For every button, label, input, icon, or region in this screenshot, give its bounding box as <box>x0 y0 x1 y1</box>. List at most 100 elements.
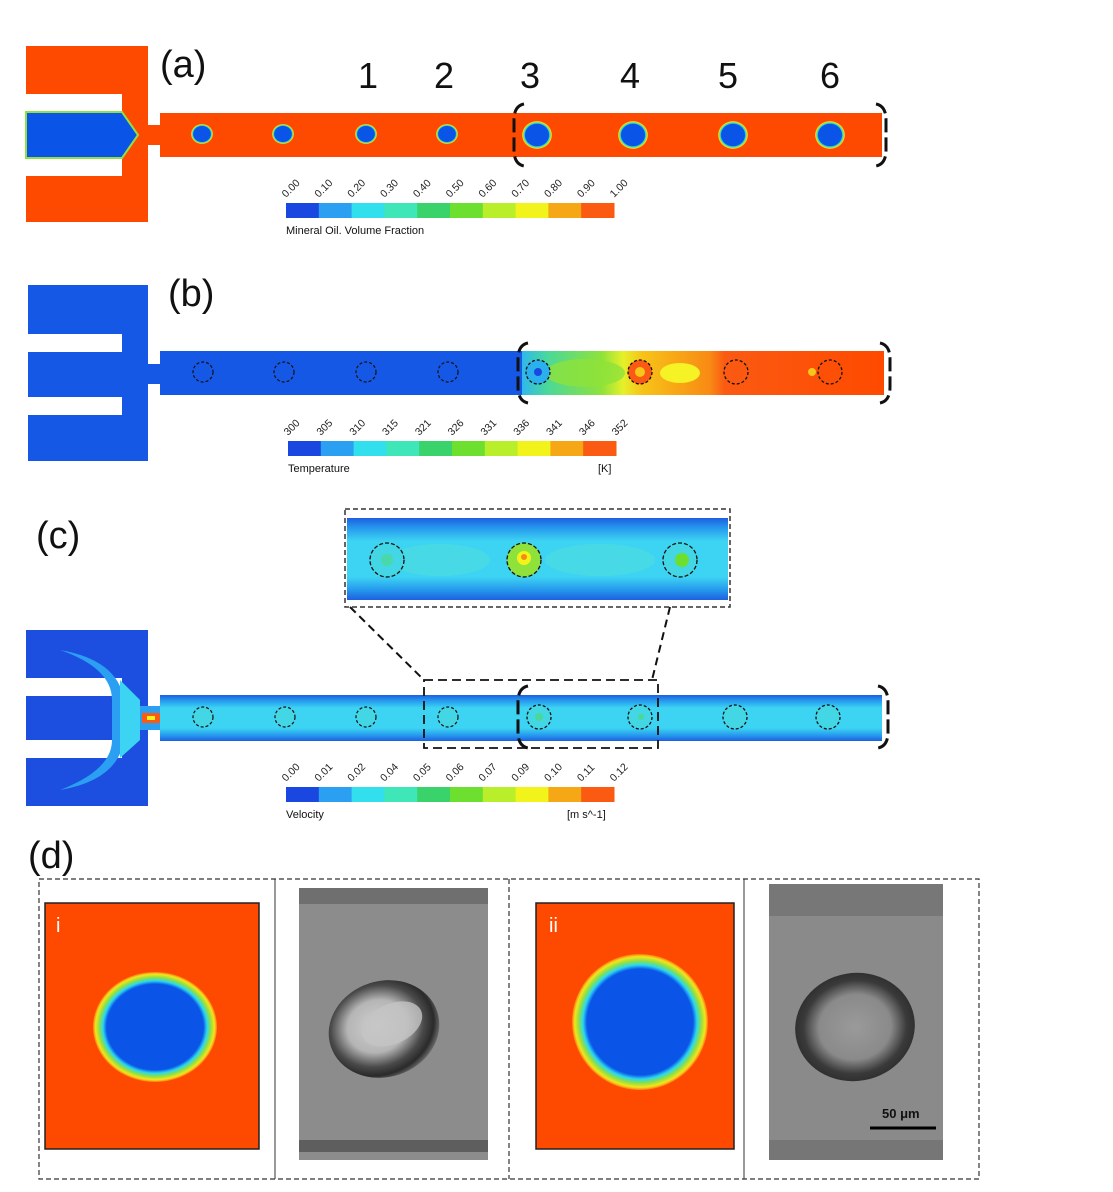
droplet-core <box>635 367 645 377</box>
colorbar-swatch <box>321 441 354 456</box>
colorbar-tick-label: 0.30 <box>378 177 401 200</box>
colorbar-tick-label: 0.05 <box>411 761 434 784</box>
panel-d-label: (d) <box>28 835 74 877</box>
colorbar-tick-label: 0.10 <box>312 177 335 200</box>
droplet <box>355 124 377 144</box>
colorbar-swatch <box>452 441 485 456</box>
colorbar-swatch <box>319 787 352 802</box>
colorbar-swatch <box>548 203 581 218</box>
panel-a: (a) 1 2 3 4 5 6 <box>26 44 886 237</box>
colorbar-c-title: Velocity <box>286 809 324 821</box>
colorbar-tick-label: 0.90 <box>575 177 598 200</box>
inlet-c <box>26 630 162 806</box>
colorbar-c: 0.00 0.01 0.02 0.04 0.05 0.06 0.07 0.09 0.10 0.11… <box>280 761 631 802</box>
sub-label-i: i <box>56 915 60 937</box>
colorbar-a-title: Mineral Oil. Volume Fraction <box>286 225 424 237</box>
colorbar-tick-label: 0.04 <box>378 761 401 784</box>
colorbar-swatch <box>548 787 581 802</box>
colorbar-tick-label: 0.00 <box>280 177 303 200</box>
colorbar-swatch <box>417 787 450 802</box>
colorbar-tick-label: 0.60 <box>476 177 499 200</box>
droplet-number-3: 3 <box>520 55 540 96</box>
droplet-outline <box>438 707 458 727</box>
droplet-core <box>638 714 644 720</box>
droplet-number-5: 5 <box>718 55 738 96</box>
channel-a <box>160 113 882 157</box>
colorbar-swatch <box>319 203 352 218</box>
micrograph-ii: 50 μm <box>769 884 943 1160</box>
droplet <box>272 124 294 144</box>
colorbar-tick-label: 326 <box>446 417 467 438</box>
colorbar-tick-label: 0.80 <box>542 177 565 200</box>
colorbar-tick-label: 310 <box>347 417 368 438</box>
colorbar-swatch <box>286 787 319 802</box>
colorbar-tick-label: 331 <box>478 417 499 438</box>
colorbar-tick-label: 0.12 <box>608 761 631 784</box>
sub-label-ii: ii <box>549 915 558 937</box>
colorbar-swatch <box>485 441 518 456</box>
droplet <box>815 121 845 149</box>
colorbar-tick-label: 0.10 <box>542 761 565 784</box>
colorbar-swatch <box>516 787 549 802</box>
panel-c-label: (c) <box>36 515 80 557</box>
droplet-outline <box>275 707 295 727</box>
colorbar-swatch <box>352 787 385 802</box>
colorbar-tick-label: 0.00 <box>280 761 303 784</box>
colorbar-tick-label: 0.50 <box>444 177 467 200</box>
droplet <box>618 121 648 149</box>
colorbar-tick-label: 341 <box>544 417 565 438</box>
colorbar-swatch <box>550 441 583 456</box>
colorbar-swatch <box>581 787 614 802</box>
colorbar-tick-label: 1.00 <box>608 177 631 200</box>
colorbar-tick-label: 0.20 <box>345 177 368 200</box>
colorbar-swatch <box>384 787 417 802</box>
droplet <box>522 121 552 149</box>
droplet-outline <box>723 705 747 729</box>
colorbar-swatch <box>419 441 452 456</box>
colorbar-swatch <box>518 441 551 456</box>
panel-c: (c) <box>26 509 888 821</box>
droplet <box>718 121 748 149</box>
droplet-outline <box>356 707 376 727</box>
colorbar-swatch <box>288 441 321 456</box>
droplet-number-2: 2 <box>434 55 454 96</box>
inlet-b <box>28 285 160 461</box>
droplet-number-4: 4 <box>620 55 640 96</box>
colorbar-tick-label: 300 <box>282 417 303 438</box>
droplet-number-6: 6 <box>820 55 840 96</box>
colorbar-swatch <box>483 203 516 218</box>
scale-bar-label: 50 μm <box>882 1106 920 1121</box>
simulation-i: i <box>45 903 259 1149</box>
colorbar-b-title: Temperature <box>288 463 350 475</box>
colorbar-swatch <box>516 203 549 218</box>
droplet <box>191 124 213 144</box>
zoom-inset <box>345 509 730 607</box>
colorbar-tick-label: 305 <box>314 417 335 438</box>
droplet <box>436 124 458 144</box>
panel-b-label: (b) <box>168 273 214 315</box>
colorbar-swatch <box>583 441 616 456</box>
inlet-a <box>26 46 160 222</box>
droplet-numbers: 1 2 3 4 5 6 <box>358 55 840 96</box>
simulation-ii: ii <box>536 903 734 1149</box>
channel-b-cold <box>160 351 522 395</box>
zoom-connector <box>652 607 670 680</box>
droplet-outline <box>816 705 840 729</box>
colorbar-swatch <box>286 203 319 218</box>
droplet-number-1: 1 <box>358 55 378 96</box>
thermal-plume <box>660 363 700 383</box>
thermal-plume <box>808 368 816 376</box>
panel-d: (d) i ii <box>28 835 979 1179</box>
droplet-core <box>534 368 542 376</box>
colorbar-tick-label: 0.06 <box>444 761 467 784</box>
colorbar-swatch <box>354 441 387 456</box>
colorbar-tick-label: 0.01 <box>312 761 335 784</box>
colorbar-a: 0.00 0.10 0.20 0.30 0.40 0.50 0.60 0.70 0.80 0.90… <box>280 177 631 218</box>
colorbar-swatch <box>417 203 450 218</box>
colorbar-tick-label: 0.40 <box>411 177 434 200</box>
panel-a-label: (a) <box>160 44 206 86</box>
colorbar-b-unit: [K] <box>598 463 611 475</box>
colorbar-tick-label: 321 <box>413 417 434 438</box>
colorbar-tick-label: 352 <box>610 417 631 438</box>
